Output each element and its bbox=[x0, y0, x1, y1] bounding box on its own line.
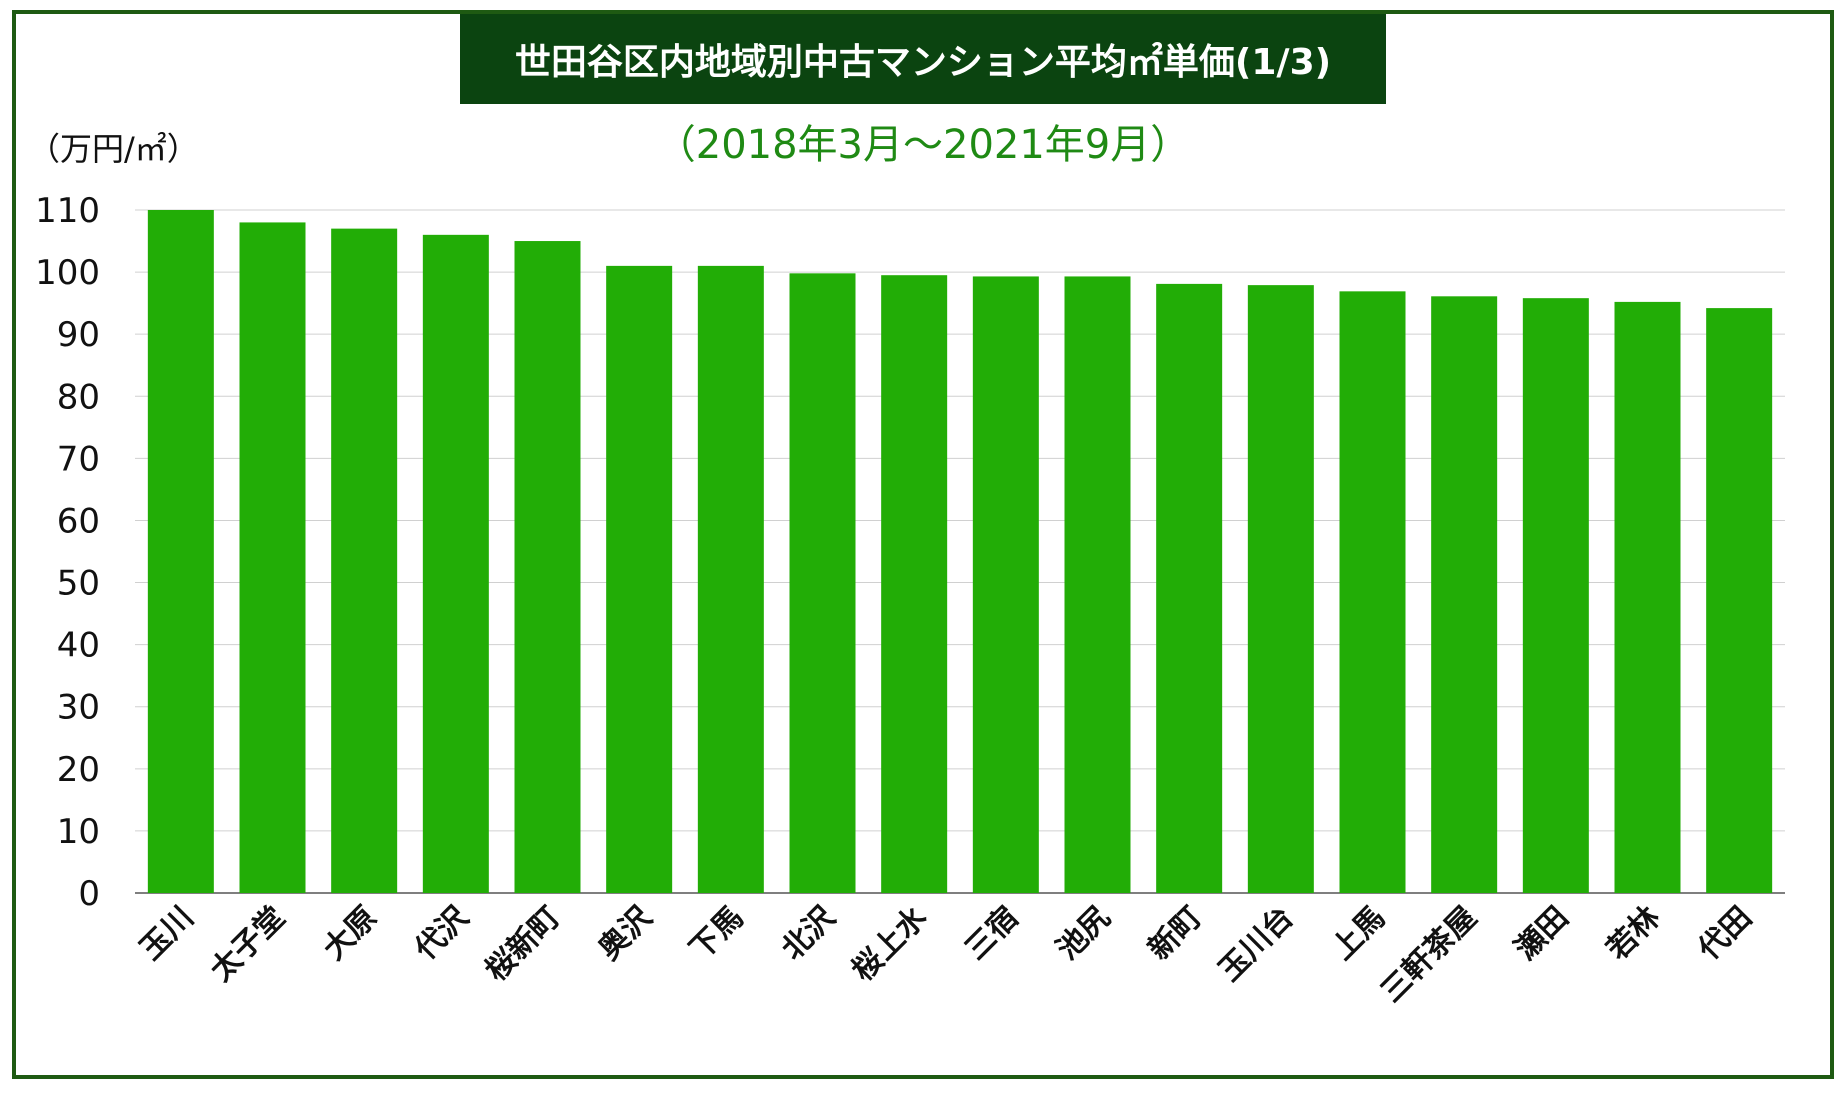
y-tick-label: 80 bbox=[57, 377, 100, 417]
bar bbox=[331, 228, 398, 894]
bar bbox=[1339, 291, 1406, 893]
bar bbox=[1614, 301, 1681, 893]
y-tick-label: 20 bbox=[57, 750, 100, 790]
x-tick-label: 上馬 bbox=[1325, 900, 1392, 967]
y-tick-label: 90 bbox=[57, 315, 100, 355]
x-tick-label: 玉川 bbox=[133, 900, 200, 967]
bar bbox=[881, 275, 948, 894]
y-tick-label: 70 bbox=[57, 439, 100, 479]
x-tick-label: 北沢 bbox=[775, 899, 843, 967]
y-tick-label: 10 bbox=[57, 812, 100, 852]
bar bbox=[1706, 308, 1773, 893]
y-tick-label: 50 bbox=[57, 564, 100, 604]
chart-title-box: 世田谷区内地域別中古マンション平均㎡単価(1/3) bbox=[460, 14, 1386, 104]
y-tick-label: 100 bbox=[35, 253, 100, 293]
bar bbox=[1431, 296, 1498, 893]
bar bbox=[239, 222, 306, 893]
bar bbox=[147, 210, 214, 893]
bar bbox=[1064, 276, 1131, 894]
bar bbox=[697, 265, 764, 893]
bar bbox=[606, 265, 673, 893]
x-tick-label: 若林 bbox=[1600, 900, 1667, 967]
bar bbox=[422, 234, 489, 893]
bar bbox=[972, 276, 1039, 894]
bar bbox=[1247, 285, 1314, 893]
x-tick-label: 太子堂 bbox=[204, 900, 292, 988]
y-tick-label: 60 bbox=[57, 501, 100, 541]
x-tick-label: 池尻 bbox=[1050, 900, 1117, 967]
chart-frame bbox=[12, 10, 1834, 1079]
bar bbox=[789, 273, 856, 893]
bar bbox=[514, 241, 581, 893]
y-tick-label: 0 bbox=[78, 874, 100, 914]
bar bbox=[1522, 298, 1589, 894]
x-tick-label: 下馬 bbox=[683, 900, 750, 967]
y-axis-unit-label: （万円/㎡） bbox=[28, 130, 199, 168]
x-tick-label: 新町 bbox=[1142, 900, 1209, 967]
x-tick-label: 代沢 bbox=[408, 899, 477, 968]
x-tick-label: 桜上水 bbox=[845, 899, 934, 988]
x-tick-label: 桜新町 bbox=[479, 900, 567, 988]
x-tick-label: 瀬田 bbox=[1508, 900, 1575, 967]
x-tick-label: 大原 bbox=[317, 900, 384, 967]
y-tick-label: 30 bbox=[57, 688, 100, 728]
x-tick-label: 三軒茶屋 bbox=[1374, 900, 1484, 1010]
chart-subtitle: （2018年3月〜2021年9月） bbox=[655, 122, 1191, 168]
y-tick-label: 40 bbox=[57, 626, 100, 666]
chart-title: 世田谷区内地域別中古マンション平均㎡単価(1/3) bbox=[514, 42, 1332, 83]
x-tick-label: 代田 bbox=[1691, 900, 1759, 968]
bar bbox=[1156, 283, 1223, 893]
x-tick-label: 奥沢 bbox=[592, 899, 660, 967]
x-tick-label: 三宿 bbox=[958, 900, 1025, 967]
x-tick-label: 玉川台 bbox=[1212, 900, 1300, 988]
y-tick-label: 110 bbox=[35, 191, 100, 231]
